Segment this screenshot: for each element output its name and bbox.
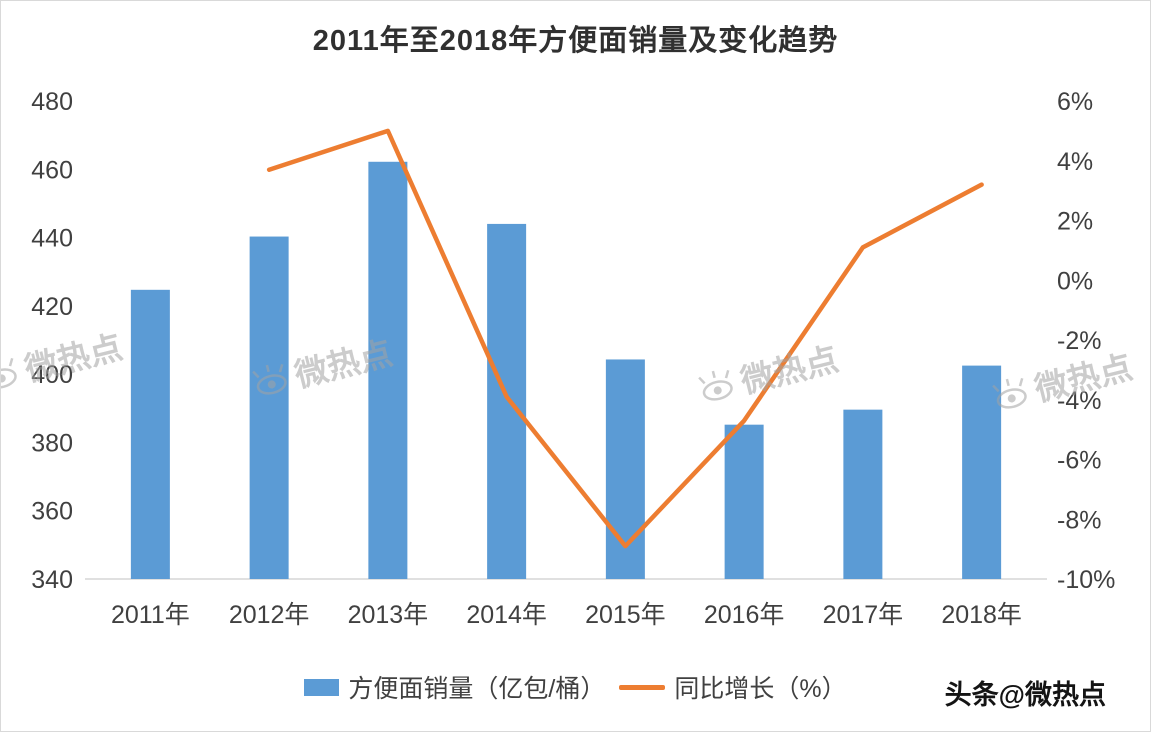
x-axis-label: 2016年: [704, 601, 785, 629]
x-axis-label: 2012年: [229, 601, 310, 629]
x-axis-label: 2011年: [111, 601, 190, 629]
right-axis-tick: -8%: [1057, 506, 1101, 534]
left-axis-tick: 480: [31, 88, 73, 116]
left-axis-tick: 440: [31, 225, 73, 253]
left-axis-tick: 380: [31, 429, 73, 457]
right-axis-tick: -4%: [1057, 387, 1101, 415]
x-axis-label: 2014年: [466, 601, 547, 629]
bar-2013年: [368, 161, 408, 579]
legend-bar-swatch: [304, 678, 340, 696]
left-axis-tick: 400: [31, 361, 73, 389]
left-axis-tick: 360: [31, 498, 73, 526]
bar-2011年: [130, 289, 170, 579]
credit-text: 头条@微热点: [944, 680, 1106, 710]
right-axis-tick: 4%: [1057, 148, 1093, 176]
bar-2016年: [724, 424, 764, 579]
right-axis-tick: 2%: [1057, 208, 1093, 236]
x-axis-label: 2017年: [823, 601, 904, 629]
right-axis-tick: 6%: [1057, 88, 1093, 116]
legend-line-swatch: [619, 684, 666, 690]
bar-2012年: [249, 236, 289, 579]
chart-title: 2011年至2018年方便面销量及变化趋势: [312, 25, 839, 57]
bar-2017年: [843, 409, 883, 579]
chart-legend: 方便面销量（亿包/桶） 同比增长（%）: [1, 669, 1150, 705]
x-axis-label: 2013年: [348, 601, 429, 629]
right-axis-tick: 0%: [1057, 267, 1093, 295]
x-axis-label: 2015年: [585, 601, 666, 629]
growth-line: [266, 128, 984, 549]
bar-2015年: [605, 359, 645, 579]
x-axis-label: 2018年: [941, 601, 1022, 629]
bar-2014年: [487, 223, 527, 579]
right-axis-tick: -10%: [1057, 566, 1115, 594]
legend-sales-label: 方便面销量（亿包/桶）: [348, 675, 606, 703]
right-axis-tick: -2%: [1057, 327, 1101, 355]
left-axis-tick: 420: [31, 293, 73, 321]
left-axis-tick: 340: [31, 566, 73, 594]
bar-2018年: [962, 365, 1002, 579]
legend-item-sales: 方便面销量（亿包/桶）: [304, 669, 605, 705]
left-axis-tick: 460: [31, 156, 73, 184]
right-axis-tick: -6%: [1057, 447, 1101, 475]
legend-item-growth: 同比增长（%）: [619, 669, 847, 705]
legend-growth-label: 同比增长（%）: [674, 675, 847, 703]
